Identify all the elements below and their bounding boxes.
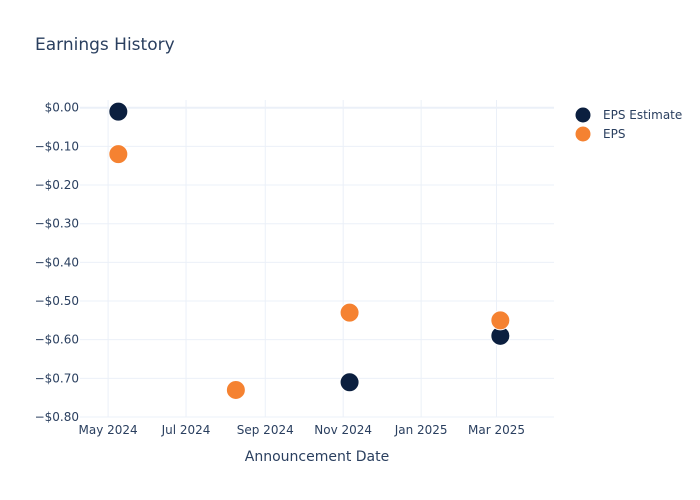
x-tick-label: Sep 2024	[237, 423, 294, 437]
legend-item: EPS Estimate	[574, 106, 682, 124]
data-point	[490, 310, 511, 331]
legend-marker	[574, 125, 592, 143]
points-layer	[108, 101, 511, 400]
data-point	[108, 101, 129, 122]
data-point	[339, 372, 360, 393]
data-point	[225, 379, 246, 400]
data-point	[339, 302, 360, 323]
legend-marker	[574, 106, 592, 124]
y-tick-label: −$0.30	[35, 217, 79, 231]
data-point	[108, 144, 129, 165]
x-tick-label: Jan 2025	[394, 423, 448, 437]
x-axis-ticks: May 2024 Jul 2024 Sep 2024 Nov 2024 Jan 2025…	[79, 423, 525, 437]
x-tick-label: Mar 2025	[468, 423, 525, 437]
y-tick-label: $0.00	[45, 101, 79, 115]
y-axis-ticks: $0.00 −$0.10 −$0.20 −$0.30 −$0.40 −$0.50 −$0.6…	[35, 101, 79, 424]
y-tick-label: −$0.20	[35, 178, 79, 192]
series-eps	[108, 144, 511, 400]
legend-label: EPS	[603, 127, 625, 141]
y-tick-label: −$0.10	[35, 139, 79, 153]
legend-item: EPS	[574, 125, 625, 143]
legend-label: EPS Estimate	[603, 108, 682, 122]
x-tick-label: May 2024	[79, 423, 138, 437]
x-axis-title: Announcement Date	[245, 449, 389, 465]
legend: EPS Estimate EPS	[574, 106, 682, 143]
y-tick-label: −$0.70	[35, 371, 79, 385]
grid-layer	[80, 100, 554, 418]
y-tick-label: −$0.60	[35, 333, 79, 347]
x-tick-label: Nov 2024	[314, 423, 372, 437]
y-tick-label: −$0.50	[35, 294, 79, 308]
x-tick-label: Jul 2024	[161, 423, 211, 437]
y-tick-label: −$0.80	[35, 410, 79, 424]
chart-title: Earnings History	[35, 35, 175, 55]
y-tick-label: −$0.40	[35, 255, 79, 269]
